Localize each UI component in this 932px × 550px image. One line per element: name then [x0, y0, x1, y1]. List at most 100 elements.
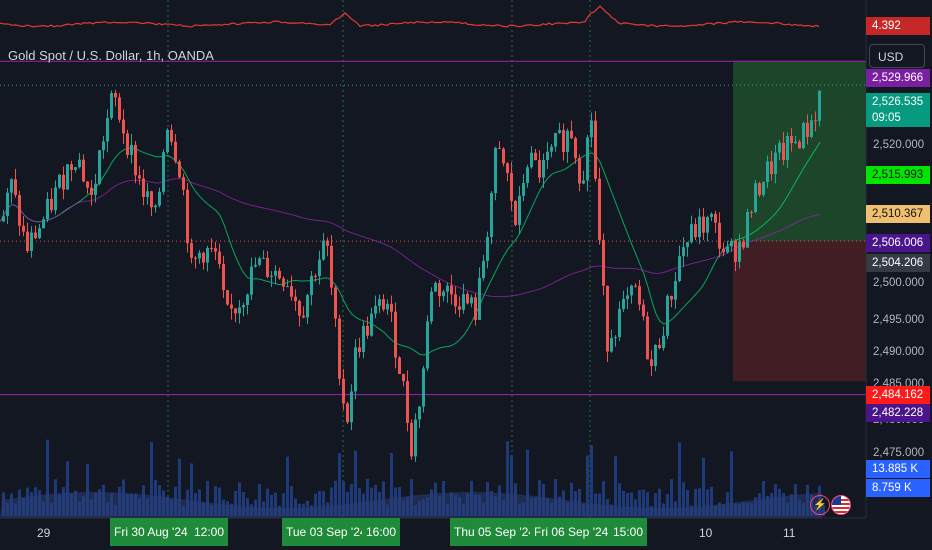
candle-body	[450, 285, 453, 295]
volume-bar	[686, 490, 689, 516]
candle-body	[570, 130, 573, 139]
candle-body	[730, 240, 733, 247]
candle-body	[706, 217, 709, 233]
candle-body	[318, 259, 321, 277]
candle-body	[670, 295, 673, 300]
long-loss-zone	[733, 241, 866, 382]
volume-bar	[334, 480, 337, 516]
candle-body	[194, 257, 197, 259]
volume-bar	[390, 452, 393, 516]
ma-green-tag: 2,515.993	[866, 166, 930, 184]
candle-body	[186, 189, 189, 244]
candle-body	[470, 297, 473, 304]
candle-body	[558, 130, 561, 133]
candle-body	[498, 147, 501, 149]
currency-selector[interactable]: USD	[869, 44, 925, 68]
candle-body	[646, 316, 649, 360]
volume-bar	[702, 457, 705, 516]
candle-body	[302, 315, 305, 318]
candle-body	[638, 286, 641, 305]
candle-body	[478, 278, 481, 320]
candle-body	[678, 256, 681, 282]
volume-bar	[698, 488, 701, 516]
candle-body	[510, 172, 513, 201]
candle-body	[406, 381, 409, 423]
volume-bar	[730, 451, 733, 516]
volume-bar	[350, 483, 353, 516]
time-label: 29	[37, 526, 51, 540]
candle-body	[238, 307, 241, 314]
volume-bar	[510, 455, 513, 516]
candle-body	[270, 275, 273, 277]
candle-body	[150, 191, 153, 208]
candle-body	[198, 252, 201, 259]
candle-body	[46, 198, 49, 220]
candle-body	[82, 159, 85, 182]
candle-body	[522, 182, 525, 196]
candle-body	[262, 257, 265, 259]
us-flag-icon[interactable]	[831, 495, 851, 515]
candle-body	[166, 129, 169, 153]
candle-body	[310, 275, 313, 296]
volume-ma-tag: 8.759 K	[866, 479, 930, 497]
candle-body	[694, 224, 697, 238]
candle-body	[162, 152, 165, 192]
candle-body	[210, 247, 213, 249]
candle-body	[526, 167, 529, 183]
candle-body	[94, 183, 97, 195]
candle-body	[14, 179, 17, 196]
indicator-value-tag: 4.392	[866, 17, 930, 35]
candle-body	[34, 232, 37, 239]
candle-body	[530, 152, 533, 168]
candle-body	[338, 318, 341, 379]
candle-body	[26, 231, 29, 252]
candle-body	[762, 182, 765, 195]
candle-body	[102, 141, 105, 151]
price-tick: 2,490.000	[873, 346, 925, 358]
candle-body	[674, 281, 677, 300]
volume-bar	[670, 479, 673, 516]
candle-body	[154, 205, 157, 208]
candle-body	[222, 264, 225, 291]
level-top-tag: 2,529.966	[866, 69, 930, 87]
volume-bar	[214, 486, 217, 516]
candle-body	[342, 378, 345, 404]
candle-body	[798, 141, 801, 149]
candle-body	[50, 198, 53, 211]
volume-bar	[322, 491, 325, 516]
candle-body	[378, 299, 381, 306]
candle-body	[430, 291, 433, 322]
candle-body	[574, 138, 577, 159]
candle-body	[106, 118, 109, 142]
candle-body	[538, 160, 541, 178]
volume-bar	[358, 488, 361, 516]
candle-body	[610, 338, 613, 352]
candle-body	[818, 90, 821, 121]
candle-body	[758, 183, 761, 195]
candle-body	[786, 135, 789, 160]
candle-body	[202, 252, 205, 263]
candle-body	[402, 373, 405, 382]
volume-bar	[710, 486, 713, 516]
time-highlight: Tue 03 Sep '24	[282, 518, 371, 546]
volume-bar	[270, 494, 273, 516]
candle-body	[350, 391, 353, 423]
current-price: 2,526.535	[872, 96, 924, 108]
candle-body	[726, 246, 729, 253]
symbol-title[interactable]: Gold Spot / U.S. Dollar, 1h, OANDA	[8, 48, 214, 63]
candle-body	[490, 193, 493, 237]
candle-body	[410, 422, 413, 457]
candle-body	[122, 119, 125, 134]
candle-body	[790, 135, 793, 144]
candle-body	[718, 222, 721, 249]
candle-body	[770, 161, 773, 175]
candle-body	[42, 219, 45, 229]
candle-body	[258, 258, 261, 265]
volume-bar	[554, 479, 557, 516]
candle-body	[534, 152, 537, 161]
lightning-icon[interactable]: ⚡	[810, 495, 830, 515]
candle-body	[742, 241, 745, 248]
volume-bar	[706, 489, 709, 516]
candle-body	[22, 225, 25, 232]
